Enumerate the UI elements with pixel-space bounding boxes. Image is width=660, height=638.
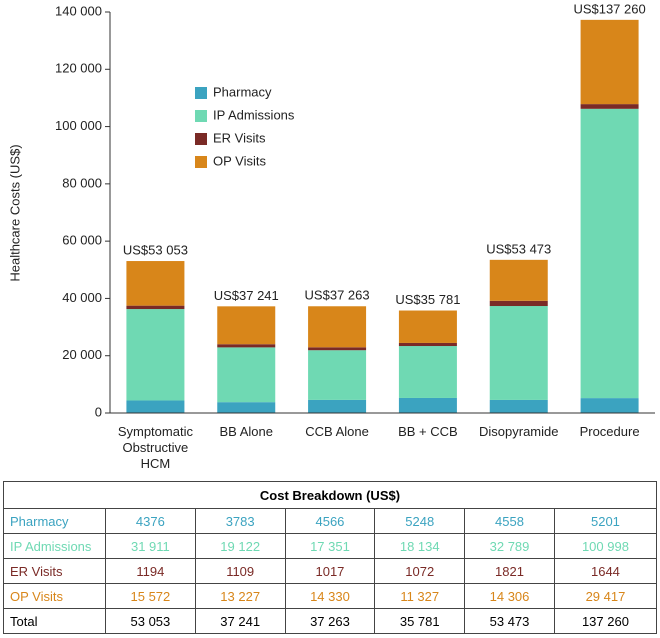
cell: 31 911 — [105, 533, 196, 559]
bar-segment — [217, 344, 276, 348]
legend-marker — [195, 110, 207, 122]
cell: 4558 — [464, 508, 555, 534]
y-tick-label: 0 — [95, 404, 102, 419]
table-row: IP Admissions 31 911 19 122 17 351 18 134 32 … — [3, 533, 658, 559]
bar-segment — [398, 346, 457, 398]
bar-segment — [308, 306, 367, 348]
bar-segment — [217, 306, 276, 345]
cell: 17 351 — [284, 533, 376, 559]
cell: 1821 — [464, 558, 555, 584]
table-row: Pharmacy 4376 3783 4566 5248 4558 5201 — [3, 508, 658, 534]
y-tick-label: 120 000 — [55, 61, 102, 76]
table-row: ER Visits 1194 1109 1017 1072 1821 1644 — [3, 558, 658, 584]
cell: 100 998 — [553, 533, 658, 559]
cell: 4376 — [105, 508, 196, 534]
cell: 137 260 — [553, 608, 658, 634]
y-axis-label: Healthcare Costs (US$) — [7, 144, 22, 281]
cell: 1109 — [194, 558, 286, 584]
cell: 37 241 — [194, 608, 286, 634]
y-tick-label: 80 000 — [62, 175, 102, 190]
bar-segment — [308, 399, 367, 413]
bar-segment — [126, 400, 185, 413]
cell: 13 227 — [194, 583, 286, 609]
table-row: OP Visits 15 572 13 227 14 330 11 327 14 306 2… — [3, 583, 658, 609]
cell: 18 134 — [374, 533, 466, 559]
cost-table: Cost Breakdown (US$) Pharmacy 4376 3783 456… — [3, 481, 658, 634]
cell: 1072 — [374, 558, 466, 584]
cell: 1644 — [553, 558, 658, 584]
legend-marker — [195, 87, 207, 99]
x-tick-label: CCB Alone — [305, 424, 369, 439]
bar-segment — [580, 108, 639, 399]
bar-segment — [308, 347, 367, 351]
bar-segment — [580, 398, 639, 413]
bar-segment — [489, 306, 548, 400]
bar-segment — [398, 310, 457, 343]
total-label: US$37 263 — [305, 288, 370, 303]
cell: 29 417 — [553, 583, 658, 609]
total-label: US$53 053 — [123, 242, 188, 257]
bar-segment — [217, 402, 276, 413]
bar-segment — [126, 305, 185, 310]
y-tick-label: 40 000 — [62, 290, 102, 305]
bar-segment — [489, 399, 548, 413]
bar-segment — [580, 104, 639, 109]
cell: 4566 — [284, 508, 376, 534]
x-tick-label: BB + CCB — [398, 424, 458, 439]
total-label: US$137 260 — [573, 1, 645, 16]
y-tick-label: 20 000 — [62, 347, 102, 362]
legend-label: ER Visits — [213, 130, 266, 145]
cell: 15 572 — [105, 583, 196, 609]
y-tick-label: 60 000 — [62, 233, 102, 248]
cell: 1017 — [284, 558, 376, 584]
cell: 3783 — [194, 508, 286, 534]
x-tick-label: Procedure — [579, 424, 640, 439]
bar-segment — [489, 259, 548, 301]
total-label: US$53 473 — [486, 241, 551, 256]
cell: 14 306 — [464, 583, 555, 609]
row-label: OP Visits — [3, 583, 106, 609]
table-body: Pharmacy 4376 3783 4566 5248 4558 5201 IP Admis… — [3, 508, 658, 634]
legend-marker — [195, 133, 207, 145]
row-label: Pharmacy — [3, 508, 106, 534]
cell: 5248 — [374, 508, 466, 534]
table-title: Cost Breakdown (US$) — [3, 481, 657, 509]
cell: 11 327 — [374, 583, 466, 609]
y-tick-label: 100 000 — [55, 118, 102, 133]
legend-marker — [195, 156, 207, 168]
x-tick-label: BB Alone — [219, 424, 274, 439]
x-tick-label: Symptomatic Obstructive HCM — [117, 424, 193, 471]
legend-label: Pharmacy — [213, 84, 272, 99]
bar-segment — [489, 300, 548, 307]
bar-segment — [580, 19, 639, 105]
bar-segment — [217, 347, 276, 403]
y-tick-label: 140 000 — [55, 3, 102, 18]
total-label: US$35 781 — [395, 292, 460, 307]
cell: 53 053 — [105, 608, 196, 634]
bar-segment — [126, 261, 185, 306]
table-row: Total 53 053 37 241 37 263 35 781 53 473 137 2… — [3, 608, 658, 634]
row-label: Total — [3, 608, 106, 634]
bar-segment — [398, 342, 457, 347]
row-label: ER Visits — [3, 558, 106, 584]
bar-segment — [308, 350, 367, 400]
cell: 35 781 — [374, 608, 466, 634]
x-tick-label: Disopyramide — [479, 424, 559, 439]
bar-segment — [126, 309, 185, 401]
cell: 14 330 — [284, 583, 376, 609]
cell: 53 473 — [464, 608, 555, 634]
cell: 5201 — [553, 508, 658, 534]
cell: 37 263 — [284, 608, 376, 634]
legend-label: IP Admissions — [213, 107, 295, 122]
row-label: IP Admissions — [3, 533, 106, 559]
cell: 19 122 — [194, 533, 286, 559]
cell: 1194 — [105, 558, 196, 584]
cell: 32 789 — [464, 533, 555, 559]
bar-segment — [398, 397, 457, 413]
legend-label: OP Visits — [213, 153, 266, 168]
total-label: US$37 241 — [214, 288, 279, 303]
chart: Healthcare Costs (US$) 0 20 000 40 000 60 0… — [7, 1, 655, 419]
